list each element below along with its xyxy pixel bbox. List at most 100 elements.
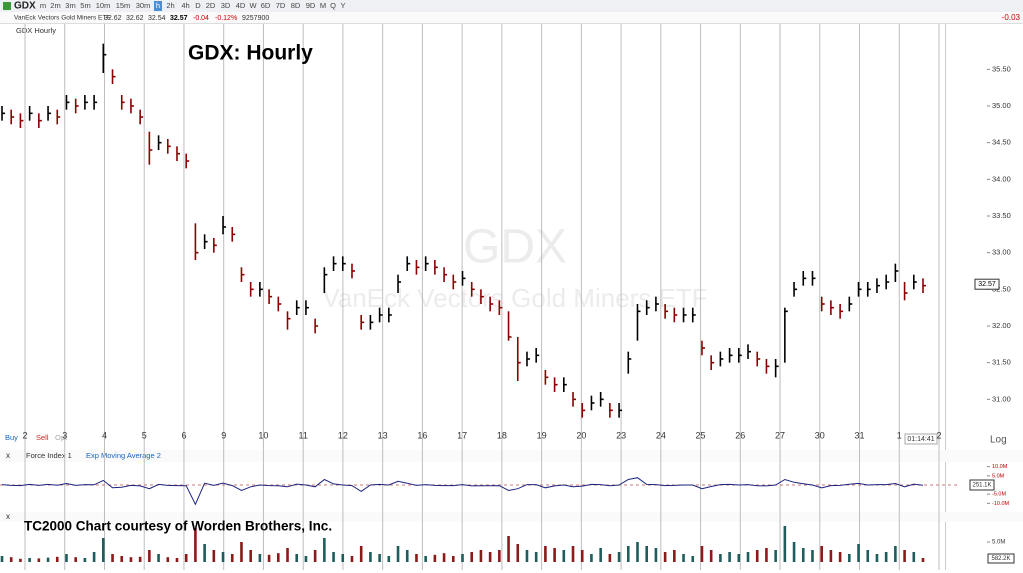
volume-bar: [304, 556, 308, 562]
volume-bar: [46, 557, 50, 562]
timeframe[interactable]: 10m: [96, 1, 111, 10]
volume-bar: [709, 550, 713, 562]
volume-bar: [295, 554, 299, 562]
timeframe[interactable]: W: [249, 1, 257, 10]
active-timeframe: [154, 1, 162, 11]
volume-bar: [590, 554, 593, 562]
y-tick-label: 32.50: [992, 284, 1011, 293]
x-tick-label: 26: [735, 430, 745, 440]
timeframe[interactable]: 2h: [166, 1, 174, 10]
panel-label[interactable]: GDX Hourly: [16, 26, 56, 35]
volume-bar: [507, 536, 510, 562]
volume-bar: [359, 546, 363, 562]
x-tick-label: 3: [62, 430, 67, 440]
sell[interactable]: Sell: [36, 433, 49, 442]
volume-bar: [626, 546, 630, 562]
buy[interactable]: Buy: [5, 433, 18, 442]
volume-bar: [792, 542, 796, 562]
volume-header: [0, 512, 1023, 522]
volume-bar: [811, 550, 814, 562]
volume-bar: [405, 550, 409, 562]
timeframe[interactable]: 6D: [261, 1, 271, 10]
close-icon[interactable]: x: [6, 512, 10, 521]
x-tick-label: 20: [576, 430, 586, 440]
x-tick-label: 10: [258, 430, 268, 440]
quote-bar: [0, 12, 1023, 23]
volume-bar: [138, 556, 142, 562]
x-tick-label: 9: [221, 430, 226, 440]
quote-value: 9257900: [242, 15, 269, 22]
timeframe[interactable]: 3D: [221, 1, 231, 10]
volume-bar: [111, 554, 114, 562]
timeframe[interactable]: 8D: [291, 1, 301, 10]
volume-bar: [857, 544, 860, 562]
timeframe[interactable]: 15m: [116, 1, 131, 10]
timeframe[interactable]: 5m: [80, 1, 90, 10]
quote-value: -0.12%: [215, 15, 237, 22]
volume-bar: [451, 556, 455, 562]
volume-bar: [92, 552, 96, 562]
y-tick-label: 10.0M: [992, 464, 1008, 470]
y-tick-label: 33.00: [992, 248, 1011, 257]
volume-bar: [341, 554, 345, 562]
volume-bar: [19, 558, 22, 562]
timeframe[interactable]: 3m: [65, 1, 75, 10]
clock: 01:14:41: [907, 436, 934, 443]
volume-bar: [332, 552, 335, 562]
volume-bar: [240, 542, 243, 562]
volume-bar: [258, 554, 262, 562]
volume-bar: [663, 552, 667, 562]
volume-bar: [230, 554, 234, 562]
close-icon[interactable]: x: [6, 451, 10, 460]
timeframe[interactable]: D: [195, 1, 201, 10]
volume-bar: [433, 554, 437, 562]
x-tick-label: 1: [897, 430, 902, 440]
volume-bar: [129, 557, 133, 562]
timeframe[interactable]: M: [320, 1, 326, 10]
volume-bar: [442, 553, 446, 562]
volume-bar: [479, 550, 483, 562]
timeframe[interactable]: 4h: [181, 1, 189, 10]
volume-bar: [28, 558, 31, 562]
timeframe[interactable]: Y: [340, 1, 345, 10]
volume-bar: [387, 556, 391, 562]
volume-bar: [820, 546, 823, 562]
volume-bar: [461, 554, 464, 562]
volume-bar: [55, 556, 59, 562]
opt[interactable]: Opt: [55, 433, 68, 442]
timeframe[interactable]: 4D: [236, 1, 246, 10]
volume-bar: [424, 556, 427, 562]
symbol[interactable]: GDX: [14, 1, 36, 12]
volume-bar: [415, 554, 418, 562]
volume-bar: [37, 558, 41, 562]
indicator-name[interactable]: Exp Moving Average 2: [86, 451, 161, 460]
y-tick-label: -5.0M: [992, 492, 1006, 498]
volume-bar: [884, 552, 888, 562]
timeframe[interactable]: m: [40, 1, 46, 10]
volume-bar: [313, 550, 317, 562]
log-toggle[interactable]: Log: [990, 435, 1007, 446]
volume-bar: [682, 554, 685, 562]
y-tick-label: -10.0M: [992, 501, 1010, 507]
timeframe[interactable]: 9D: [306, 1, 316, 10]
timeframe[interactable]: 7D: [276, 1, 286, 10]
timeframe[interactable]: 2D: [206, 1, 216, 10]
y-tick-label: 33.50: [992, 211, 1011, 220]
x-tick-label: 5: [142, 430, 147, 440]
x-tick-label: 25: [696, 430, 706, 440]
x-tick-label: 12: [338, 430, 348, 440]
x-tick-label: 24: [656, 430, 666, 440]
volume-bar: [553, 548, 556, 562]
timeframe[interactable]: 2m: [50, 1, 60, 10]
volume-bar: [350, 556, 354, 562]
watermark-symbol: GDX: [463, 221, 567, 274]
timeframe[interactable]: h: [156, 1, 160, 10]
volume-bar: [774, 550, 777, 562]
volume-bar: [719, 554, 722, 562]
indicator-name[interactable]: Force Index 1: [26, 451, 72, 460]
timeframe[interactable]: 30m: [136, 1, 151, 10]
volume-bar: [801, 548, 805, 562]
clock-box: [904, 433, 938, 445]
timeframe[interactable]: Q: [330, 1, 336, 10]
